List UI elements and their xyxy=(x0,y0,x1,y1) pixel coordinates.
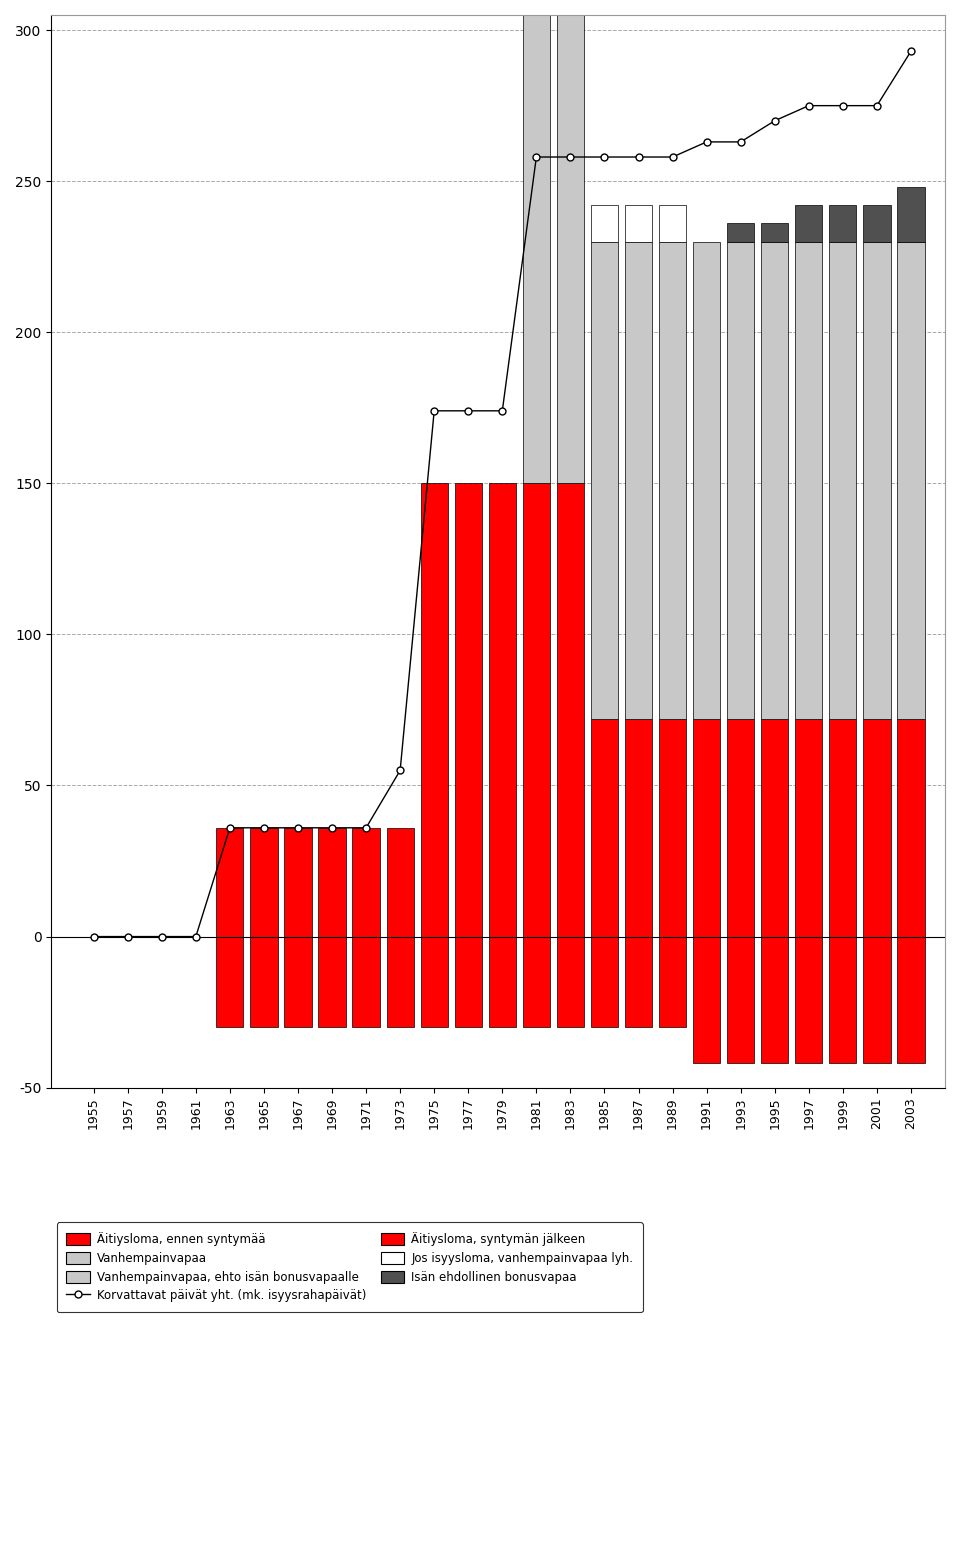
Bar xyxy=(625,937,652,1027)
Bar xyxy=(590,720,618,937)
Bar xyxy=(795,242,823,720)
Bar xyxy=(489,937,516,1027)
Bar xyxy=(898,242,924,720)
Bar xyxy=(420,937,447,1027)
Bar xyxy=(387,827,414,937)
Bar xyxy=(761,242,788,720)
Bar xyxy=(352,937,380,1027)
Bar xyxy=(829,720,856,937)
Bar xyxy=(863,206,891,242)
Bar xyxy=(829,242,856,720)
Bar xyxy=(216,827,244,937)
Bar xyxy=(659,720,686,937)
Bar xyxy=(216,937,244,1027)
Bar xyxy=(557,0,584,6)
Legend: Äitiysloma, ennen syntymää, Vanhempainvapaa, Vanhempainvapaa, ehto isän bonusvap: Äitiysloma, ennen syntymää, Vanhempainva… xyxy=(57,1222,643,1311)
Bar xyxy=(590,242,618,720)
Bar xyxy=(829,206,856,242)
Bar xyxy=(829,937,856,1063)
Bar xyxy=(557,484,584,937)
Bar xyxy=(557,6,584,484)
Bar xyxy=(693,242,720,720)
Bar xyxy=(761,223,788,242)
Bar xyxy=(251,827,277,937)
Bar xyxy=(352,827,380,937)
Bar xyxy=(863,720,891,937)
Bar xyxy=(795,206,823,242)
Bar xyxy=(727,937,755,1063)
Bar xyxy=(898,937,924,1063)
Bar xyxy=(523,6,550,484)
Bar xyxy=(659,937,686,1027)
Bar xyxy=(319,827,346,937)
Bar xyxy=(795,937,823,1063)
Bar xyxy=(659,206,686,242)
Bar xyxy=(727,223,755,242)
Bar xyxy=(420,484,447,937)
Bar xyxy=(557,937,584,1027)
Bar xyxy=(319,937,346,1027)
Bar xyxy=(625,720,652,937)
Bar xyxy=(898,187,924,242)
Bar xyxy=(761,720,788,937)
Bar xyxy=(284,827,312,937)
Bar xyxy=(523,937,550,1027)
Bar xyxy=(590,206,618,242)
Bar xyxy=(863,937,891,1063)
Bar xyxy=(625,242,652,720)
Bar xyxy=(523,0,550,6)
Bar xyxy=(693,720,720,937)
Bar xyxy=(761,937,788,1063)
Bar xyxy=(727,242,755,720)
Bar xyxy=(387,937,414,1027)
Bar xyxy=(898,720,924,937)
Bar xyxy=(251,937,277,1027)
Bar xyxy=(727,720,755,937)
Bar xyxy=(863,242,891,720)
Bar xyxy=(625,206,652,242)
Bar xyxy=(455,937,482,1027)
Bar xyxy=(590,937,618,1027)
Bar xyxy=(489,484,516,937)
Bar xyxy=(455,484,482,937)
Bar xyxy=(795,720,823,937)
Bar xyxy=(284,937,312,1027)
Bar xyxy=(659,242,686,720)
Bar xyxy=(523,484,550,937)
Bar xyxy=(693,937,720,1063)
